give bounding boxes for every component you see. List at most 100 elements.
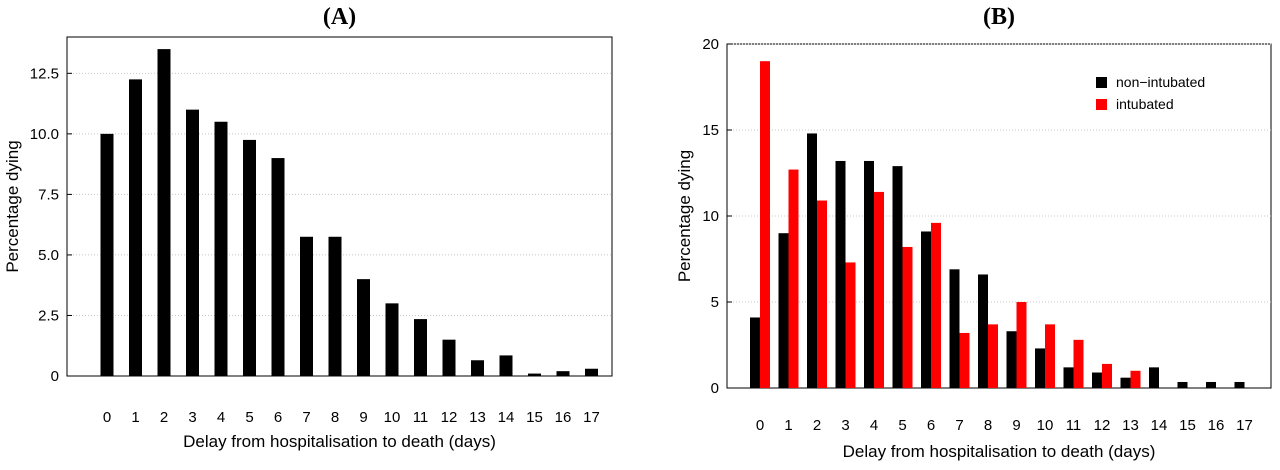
x-tick-label: 15	[1179, 417, 1196, 434]
x-tick-label: 0	[103, 409, 111, 426]
bar	[186, 109, 199, 377]
bar-intubated	[1073, 339, 1084, 388]
x-tick-label: 10	[384, 409, 401, 426]
x-tick-label: 12	[1094, 417, 1111, 434]
bar	[556, 371, 570, 376]
x-tick-label: 10	[1037, 417, 1054, 434]
y-tick-label: 5.0	[38, 247, 59, 264]
bar-intubated	[1045, 324, 1055, 388]
x-tick-label: 4	[870, 417, 878, 434]
bar-non-intubated	[1177, 381, 1188, 388]
bar	[442, 339, 456, 376]
bar	[300, 236, 313, 376]
x-tick-label: 7	[302, 409, 310, 426]
x-tick-label: 16	[555, 409, 572, 426]
bar-non-intubated	[892, 166, 903, 388]
y-tick-label: 12.5	[30, 65, 59, 82]
bar-intubated	[760, 61, 770, 388]
bar-intubated	[788, 169, 799, 388]
x-axis-label: Delay from hospitalisation to death (day…	[183, 432, 496, 451]
bar-non-intubated	[778, 233, 789, 388]
bar	[157, 49, 171, 376]
x-tick-label: 16	[1208, 417, 1225, 434]
y-tick-label: 10.0	[30, 126, 59, 143]
bar	[214, 121, 228, 376]
bar	[471, 360, 484, 376]
y-tick-label: 2.5	[38, 307, 59, 324]
bar	[243, 139, 256, 376]
bar-non-intubated	[949, 269, 960, 388]
legend-swatch	[1096, 99, 1107, 110]
y-tick-label: 20	[702, 36, 719, 53]
bar-non-intubated	[835, 160, 846, 388]
y-tick-label: 0	[51, 368, 59, 385]
bar-non-intubated	[1149, 367, 1159, 388]
bar	[328, 236, 342, 376]
bar-non-intubated	[1234, 381, 1245, 388]
x-tick-label: 6	[927, 417, 935, 434]
x-tick-label: 8	[331, 409, 339, 426]
y-tick-label: 7.5	[38, 186, 59, 203]
x-tick-label: 14	[1151, 417, 1168, 434]
x-tick-label: 14	[498, 409, 515, 426]
x-tick-label: 17	[1236, 417, 1253, 434]
x-axis-label: Delay from hospitalisation to death (day…	[843, 442, 1156, 461]
x-tick-label: 8	[984, 417, 992, 434]
x-tick-label: 0	[756, 417, 764, 434]
bar	[499, 355, 513, 376]
bar-intubated	[1016, 302, 1027, 388]
y-tick-label: 5	[711, 294, 719, 311]
legend-label: intubated	[1116, 96, 1174, 112]
bar	[585, 368, 598, 376]
x-tick-label: 9	[1012, 417, 1020, 434]
y-tick-label: 15	[702, 122, 719, 139]
x-tick-label: 2	[160, 409, 168, 426]
bar-non-intubated	[1006, 331, 1017, 388]
bar-non-intubated	[1035, 348, 1045, 388]
x-tick-label: 11	[1066, 417, 1082, 434]
x-tick-label: 17	[583, 409, 600, 426]
bar-non-intubated	[1092, 372, 1102, 388]
bar-intubated	[817, 200, 827, 388]
bar-intubated	[845, 262, 856, 388]
x-tick-label: 3	[188, 409, 196, 426]
bar-non-intubated	[978, 274, 988, 388]
bar-intubated	[874, 191, 884, 388]
chart-a: (A)02.55.07.510.012.50 1 2 3 4 5 6 7 8 9 10 11 12 13 1…	[3, 4, 613, 451]
bar	[528, 373, 541, 376]
bar	[271, 158, 285, 376]
x-tick-label: 5	[245, 409, 253, 426]
x-tick-label: 2	[813, 417, 821, 434]
x-tick-label: 9	[359, 409, 367, 426]
bar-intubated	[988, 324, 998, 388]
x-tick-label: 3	[841, 417, 849, 434]
x-tick-label: 12	[441, 409, 458, 426]
bar-non-intubated	[1206, 381, 1216, 388]
bar	[385, 303, 399, 376]
bar-non-intubated	[807, 133, 817, 388]
bar-intubated	[931, 222, 941, 388]
x-tick-label: 5	[898, 417, 906, 434]
bar-non-intubated	[864, 160, 874, 388]
bar-non-intubated	[750, 317, 760, 388]
y-tick-label: 0	[711, 380, 719, 397]
x-tick-label: 1	[784, 417, 792, 434]
bar-intubated	[1102, 363, 1112, 388]
bar	[414, 319, 427, 376]
x-tick-label: 11	[413, 409, 429, 426]
x-tick-label: 15	[526, 409, 543, 426]
x-tick-label: 13	[469, 409, 486, 426]
chart-title: (A)	[323, 4, 356, 30]
x-tick-label: 4	[217, 409, 225, 426]
bar-non-intubated	[1120, 377, 1131, 388]
legend-label: non−intubated	[1116, 74, 1205, 90]
y-tick-label: 10	[702, 208, 719, 225]
y-axis-label: Percentage dying	[3, 140, 22, 272]
x-tick-label: 7	[955, 417, 963, 434]
x-tick-label: 1	[131, 409, 139, 426]
y-axis-label: Percentage dying	[675, 150, 694, 282]
legend-swatch	[1096, 77, 1107, 88]
chart-title: (B)	[983, 4, 1015, 30]
